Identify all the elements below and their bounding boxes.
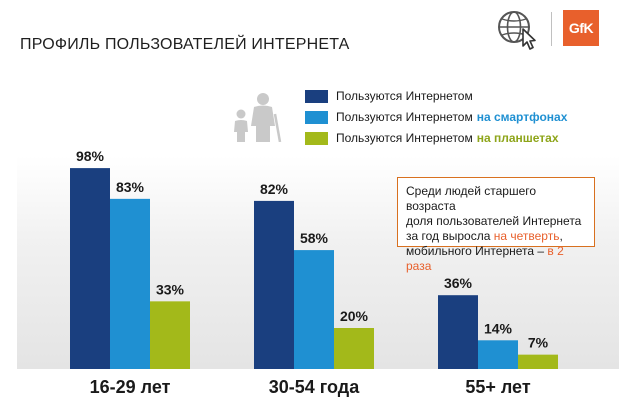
callout-line: доля пользователей Интернета	[406, 214, 582, 228]
category-label: 30-54 года	[269, 377, 360, 397]
bar-smartphone-3	[478, 340, 518, 369]
gfk-logo: GfK	[563, 10, 599, 46]
bar-internet-3	[438, 295, 478, 369]
legend-swatch-internet	[305, 89, 328, 103]
data-label: 7%	[528, 335, 549, 351]
callout-highlight: в 2 раза	[406, 244, 564, 273]
bar-internet-2	[254, 200, 294, 369]
legend-item-tablet: Пользуются Интернетом на планшетах	[305, 131, 567, 145]
people-family-icon	[234, 93, 282, 142]
category-label: 16-29 лет	[90, 377, 171, 397]
bar-tablet-3	[518, 354, 558, 369]
data-label: 58%	[300, 230, 329, 246]
callout-note: Среди людей старшего возраста доля польз…	[397, 177, 595, 273]
legend-item-smartphone: Пользуются Интернетом на смартфонах	[305, 110, 567, 124]
bar-smartphone-1	[110, 198, 150, 369]
callout-text: за год выросла	[406, 229, 494, 243]
data-label: 33%	[156, 281, 185, 297]
legend-label: Пользуются Интернетом	[336, 110, 473, 124]
category-label: 55+ лет	[465, 377, 531, 397]
callout-line: мобильного Интернета – в 2 раза	[406, 244, 588, 274]
legend-item-internet: Пользуются Интернетом	[305, 89, 567, 103]
bar-tablet-1	[150, 301, 190, 369]
header-divider	[551, 12, 552, 46]
data-label: 98%	[76, 148, 105, 164]
bar-smartphone-2	[294, 250, 334, 369]
header-icons: GfK	[495, 6, 607, 50]
bar-tablet-2	[334, 328, 374, 369]
globe-cursor-icon	[498, 11, 536, 50]
page-title: ПРОФИЛЬ ПОЛЬЗОВАТЕЛЕЙ ИНТЕРНЕТА	[20, 36, 350, 53]
legend-swatch-tablet	[305, 131, 328, 145]
callout-text: ,	[559, 229, 563, 243]
legend-swatch-smartphone	[305, 110, 328, 124]
callout-line: за год выросла на четверть,	[406, 229, 588, 244]
legend-suffix-smartphone: на смартфонах	[476, 110, 568, 124]
data-label: 20%	[340, 308, 369, 324]
callout-highlight: на четверть	[493, 229, 560, 243]
callout-line: Среди людей старшего возраста	[406, 184, 537, 213]
bar-internet-1	[70, 168, 110, 369]
legend-suffix-tablet: на планшетах	[476, 131, 559, 145]
callout-text: мобильного Интернета –	[406, 244, 548, 258]
data-label: 83%	[116, 179, 145, 195]
data-label: 36%	[444, 275, 473, 291]
chart-legend: Пользуются Интернетом Пользуются Интерне…	[305, 89, 567, 152]
legend-label: Пользуются Интернетом	[336, 131, 473, 145]
data-label: 14%	[484, 320, 513, 336]
legend-label: Пользуются Интернетом	[336, 89, 473, 103]
data-label: 82%	[260, 181, 289, 197]
